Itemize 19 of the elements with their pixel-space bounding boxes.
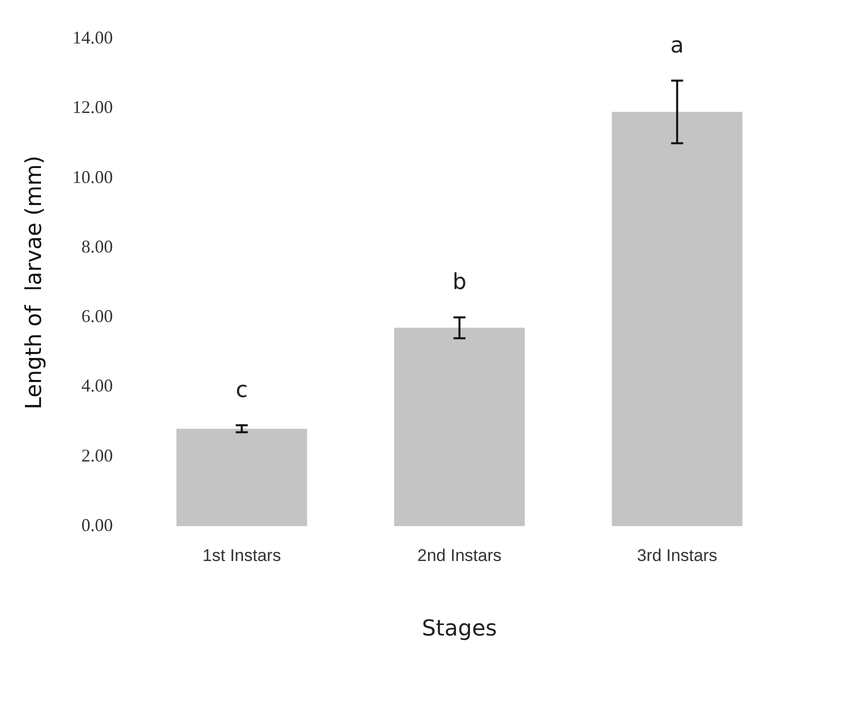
y-tick-label: 8.00 (81, 236, 113, 256)
x-tick-label: 3rd Instars (636, 546, 718, 566)
annotation: b (452, 270, 466, 296)
y-tick-label: 6.00 (81, 306, 113, 326)
y-tick-label: 14.00 (72, 28, 113, 48)
y-tick-label: 2.00 (81, 445, 113, 466)
bar (394, 328, 525, 526)
y-tick-label: 10.00 (72, 166, 113, 187)
y-tick-label: 12.00 (72, 97, 113, 118)
y-tick-label: 4.00 (81, 376, 113, 396)
bar (176, 428, 308, 526)
x-axis-title: Stages (422, 616, 497, 642)
annotation: c (236, 378, 248, 403)
x-tick-label: 2nd Instars (417, 546, 502, 566)
annotation: a (670, 33, 684, 58)
y-axis-title: Length of larvae (mm) (22, 156, 47, 410)
bar (612, 112, 742, 526)
y-tick-label: 0.00 (81, 514, 113, 535)
x-tick-label: 1st Instars (202, 546, 281, 566)
